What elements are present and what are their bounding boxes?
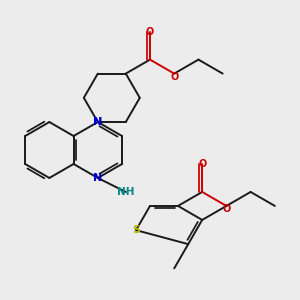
Text: N: N bbox=[93, 117, 102, 127]
Text: O: O bbox=[146, 27, 154, 37]
Text: S: S bbox=[132, 225, 140, 235]
Text: NH: NH bbox=[117, 187, 134, 197]
Text: N: N bbox=[93, 117, 102, 127]
Text: O: O bbox=[222, 204, 230, 214]
Text: O: O bbox=[170, 72, 178, 82]
Text: O: O bbox=[198, 159, 206, 169]
Text: N: N bbox=[93, 173, 102, 183]
